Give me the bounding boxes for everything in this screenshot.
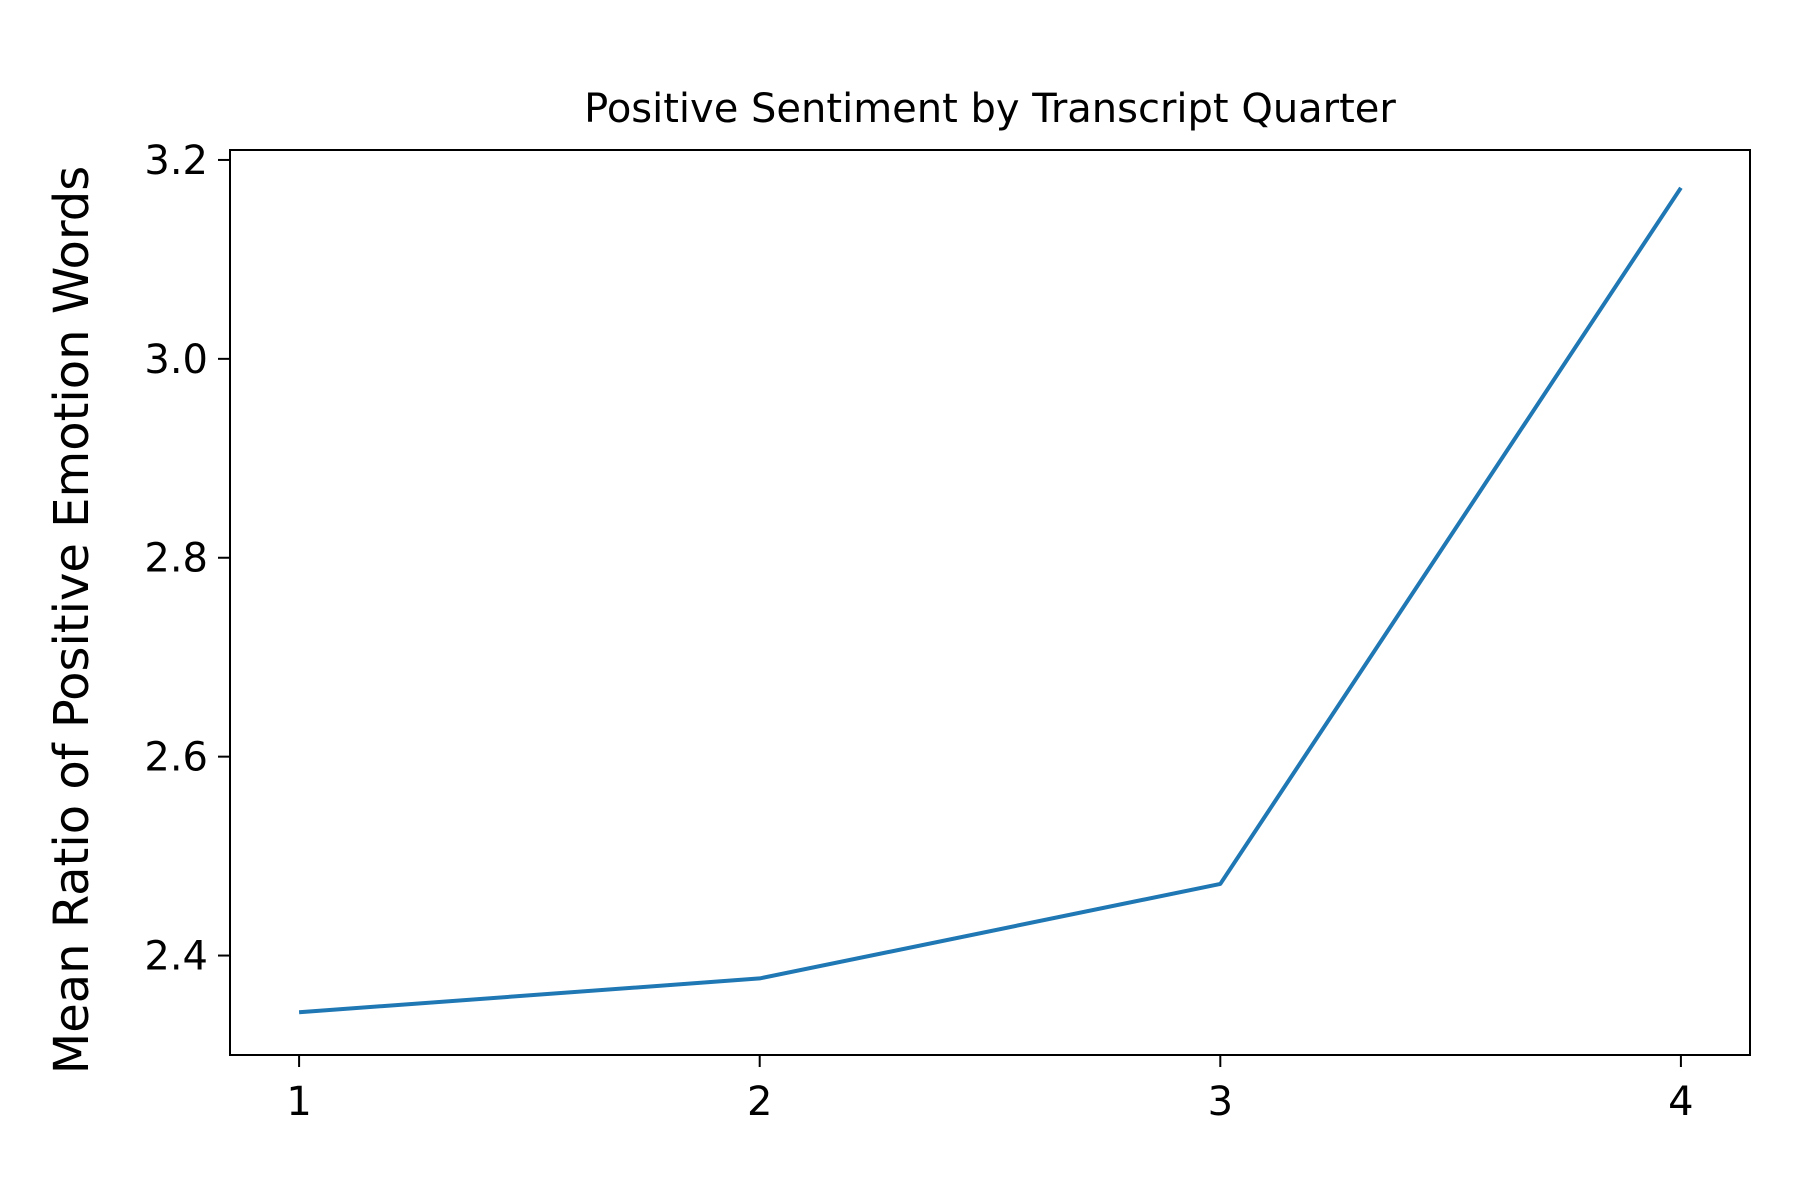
x-tick-label: 2 — [747, 1079, 772, 1125]
series-layer — [299, 188, 1681, 1012]
series-line-0 — [299, 188, 1681, 1012]
y-axis-label: Mean Ratio of Positive Emotion Words — [44, 166, 100, 1074]
x-axis-ticks: 1 2 3 4 — [286, 1055, 1693, 1125]
chart-title: Positive Sentiment by Transcript Quarter — [584, 86, 1396, 132]
x-tick-label: 4 — [1668, 1079, 1693, 1125]
y-tick-label: 3.2 — [144, 138, 208, 184]
y-tick-label: 2.4 — [144, 934, 208, 980]
y-tick-label: 2.6 — [144, 735, 208, 781]
y-axis-ticks: 2.4 2.6 2.8 3.0 3.2 — [144, 138, 230, 980]
y-tick-label: 2.8 — [144, 536, 208, 582]
y-tick-label: 3.0 — [144, 337, 208, 383]
plot-area-frame — [230, 150, 1750, 1055]
x-tick-label: 3 — [1208, 1079, 1233, 1125]
x-tick-label: 1 — [286, 1079, 311, 1125]
